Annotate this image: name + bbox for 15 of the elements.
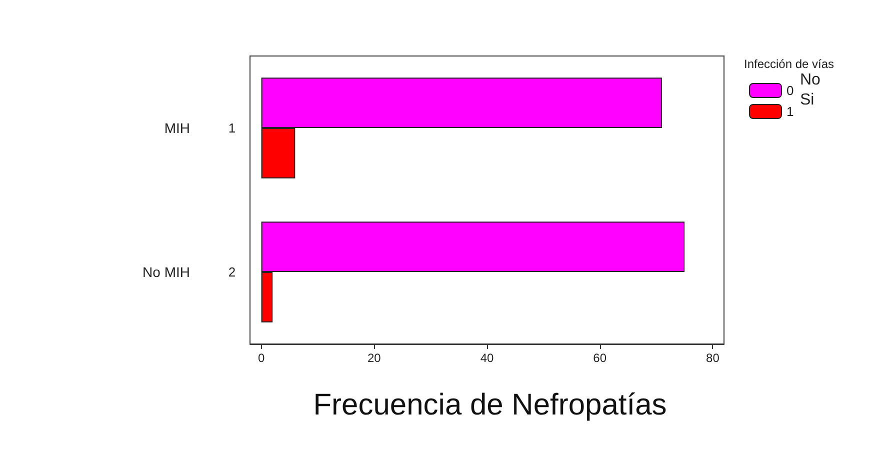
y-tick-label: No MIH [142,264,190,280]
text: Si [800,92,814,108]
x-tick-label: 60 [593,351,607,365]
x-tick-label: 40 [480,351,494,365]
x-tick-label: 0 [258,351,265,365]
legend-label: 1 [786,104,794,119]
text: 2 [228,264,236,280]
legend-title: Infección de vías [744,57,834,71]
y-tick-label: MIH [164,120,190,136]
text: No [800,72,821,88]
text: Frecuencia de Nefropatías [313,388,667,422]
legend-label: 0 [786,83,794,98]
text: 1 [228,120,236,136]
x-tick-label: 80 [706,351,720,365]
x-tick-label: 20 [367,351,382,365]
